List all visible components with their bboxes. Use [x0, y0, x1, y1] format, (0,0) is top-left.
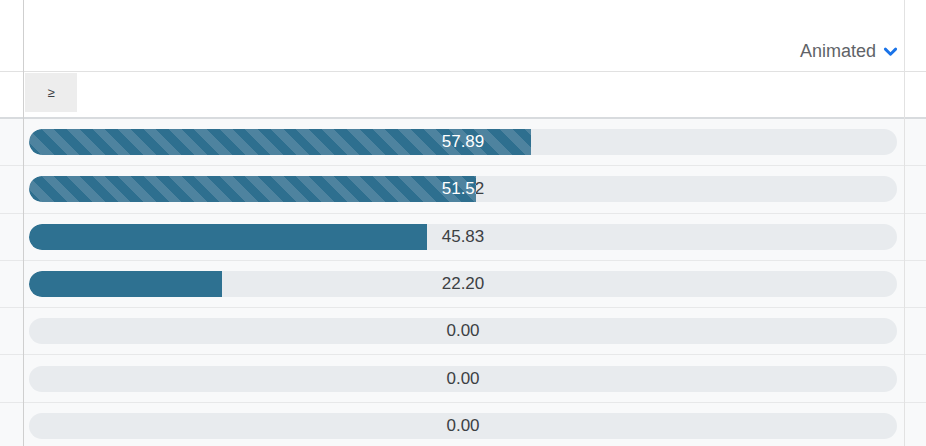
progress-bar: 22.20 [29, 271, 222, 297]
progress-value-label-on-bar: 57.89 [29, 129, 531, 155]
progress-track: 45.83 45.83 [29, 224, 897, 250]
table-row: 45.83 45.83 [0, 214, 926, 261]
table-row: 22.20 22.20 [0, 261, 926, 308]
filter-header-row: ≥ [0, 72, 926, 117]
table-row: 0.00 [0, 355, 926, 402]
animated-variant-dropdown[interactable]: Animated [800, 41, 900, 61]
table-row: 51.52 51.52 [0, 166, 926, 213]
table-row: 57.89 57.89 [0, 119, 926, 166]
progress-value-label-on-bar: 51.52 [29, 176, 476, 202]
progress-track: 0.00 [29, 318, 897, 344]
progress-value-label-on-bar: 22.20 [29, 271, 222, 297]
table-row: 0.00 [0, 308, 926, 355]
progress-value-label: 0.00 [29, 366, 897, 392]
gte-operator-label: ≥ [47, 85, 54, 100]
progress-bar: 57.89 [29, 129, 531, 155]
progress-value-label: 0.00 [29, 413, 897, 439]
filter-operator-cell[interactable]: ≥ [25, 73, 77, 112]
progress-track: 57.89 57.89 [29, 129, 897, 155]
progress-bars-panel: Animated ≥ 57.89 57.89 51.52 51.52 [0, 0, 926, 446]
progress-bar: 45.83 [29, 224, 427, 250]
progress-track: 0.00 [29, 366, 897, 392]
progress-track: 51.52 51.52 [29, 176, 897, 202]
animated-dropdown-label: Animated [800, 41, 876, 61]
progress-track: 0.00 [29, 413, 897, 439]
progress-value-label: 0.00 [29, 318, 897, 344]
right-grid-divider [904, 0, 905, 446]
progress-bar: 51.52 [29, 176, 476, 202]
left-grid-divider [23, 0, 24, 446]
progress-rows-container: 57.89 57.89 51.52 51.52 45.83 45.83 22.2… [0, 117, 926, 446]
progress-track: 22.20 22.20 [29, 271, 897, 297]
table-row: 0.00 [0, 403, 926, 446]
chevron-down-icon [881, 42, 900, 61]
progress-value-label-on-bar: 45.83 [29, 224, 427, 250]
panel-header: Animated [0, 0, 926, 72]
